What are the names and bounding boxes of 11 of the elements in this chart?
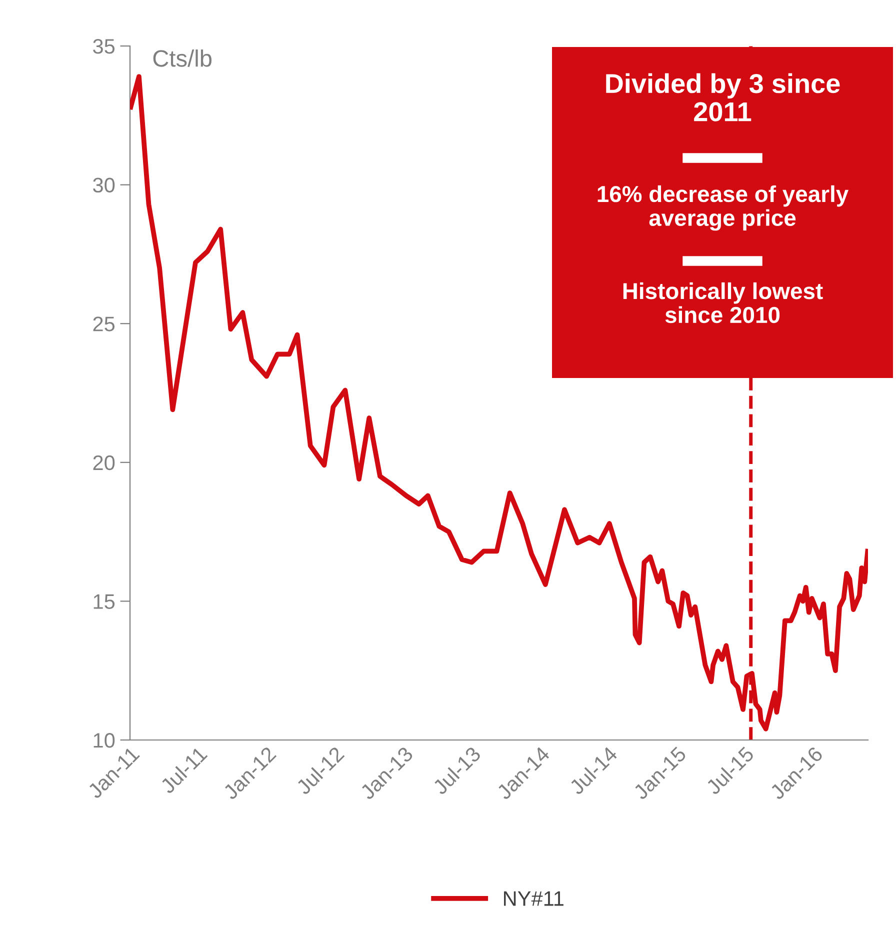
- y-tick-label: 10: [94, 733, 115, 748]
- y-tick-label: 20: [93, 455, 115, 470]
- annotation: 16% decrease of yearly average price: [598, 185, 849, 231]
- y-tick-label: 35: [93, 39, 115, 54]
- y-axis-title: Cts/lb: [153, 49, 212, 67]
- y-tick-label: 15: [94, 594, 115, 609]
- y-tick-label: 25: [93, 316, 115, 332]
- annotation: Divided by 3 since 2011: [606, 73, 840, 122]
- y-tick-label: 30: [93, 178, 115, 193]
- annotation: Historically lowest since 2010: [623, 282, 823, 324]
- legend-label: NY#11: [504, 891, 564, 906]
